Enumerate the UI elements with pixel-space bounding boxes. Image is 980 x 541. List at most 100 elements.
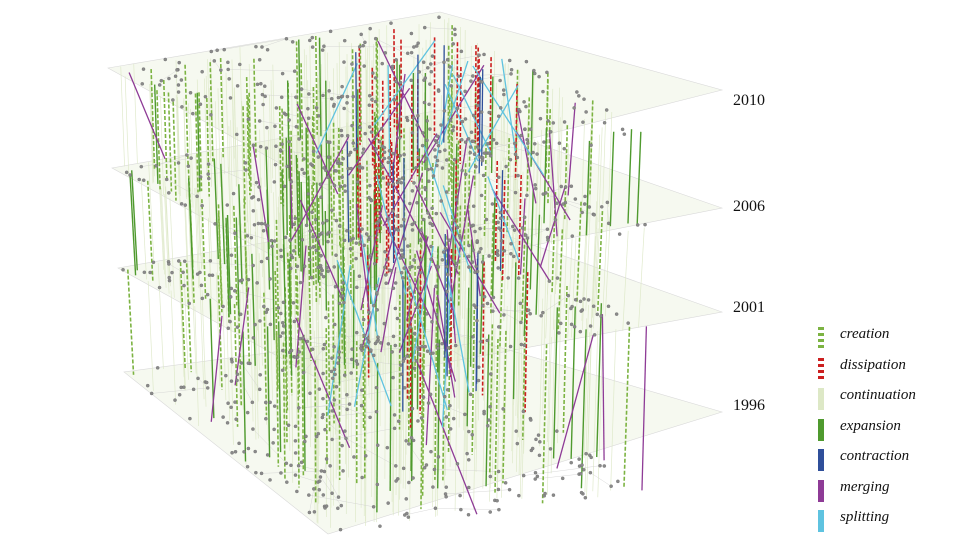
network-node bbox=[203, 94, 208, 99]
network-node bbox=[279, 248, 283, 253]
network-node bbox=[200, 296, 205, 301]
network-node bbox=[530, 446, 535, 451]
network-node bbox=[205, 386, 210, 390]
expansion-link bbox=[278, 321, 282, 453]
creation-link bbox=[488, 324, 494, 475]
continuation-link bbox=[491, 328, 496, 479]
network-node bbox=[559, 321, 563, 326]
network-node bbox=[498, 210, 503, 215]
network-node bbox=[446, 346, 451, 350]
network-node bbox=[297, 406, 301, 410]
network-node bbox=[260, 92, 265, 97]
continuation-link bbox=[249, 199, 253, 300]
continuation-link bbox=[515, 188, 520, 290]
network-node bbox=[463, 172, 468, 177]
network-node bbox=[375, 291, 379, 295]
network-node bbox=[588, 470, 593, 475]
continuation-link bbox=[221, 75, 225, 175]
network-node bbox=[392, 413, 397, 417]
network-node bbox=[317, 114, 321, 118]
creation-link bbox=[248, 92, 252, 192]
network-node bbox=[507, 487, 512, 492]
network-node bbox=[280, 368, 285, 372]
expansion-link bbox=[220, 163, 226, 265]
network-node bbox=[304, 223, 309, 228]
merging-link bbox=[567, 102, 576, 196]
continuation-link bbox=[596, 134, 601, 230]
network-node bbox=[545, 227, 550, 232]
network-node bbox=[434, 140, 439, 145]
continuation-link bbox=[565, 144, 569, 239]
continuation-link bbox=[277, 144, 282, 246]
network-node bbox=[476, 378, 481, 383]
network-edge bbox=[510, 229, 548, 244]
network-node bbox=[471, 223, 476, 228]
network-node bbox=[206, 172, 210, 176]
network-node bbox=[334, 169, 338, 173]
network-node bbox=[423, 344, 427, 349]
network-node bbox=[283, 235, 288, 240]
merging-link bbox=[296, 103, 339, 195]
network-node bbox=[537, 74, 541, 79]
network-node bbox=[250, 400, 255, 405]
network-edge bbox=[298, 403, 350, 409]
network-node bbox=[463, 412, 467, 417]
network-node bbox=[254, 44, 258, 49]
network-node bbox=[330, 356, 334, 360]
network-edge bbox=[324, 471, 339, 498]
expansion-link bbox=[570, 306, 576, 459]
network-node bbox=[386, 342, 391, 346]
network-node bbox=[401, 276, 405, 280]
network-node bbox=[128, 173, 132, 177]
creation-link bbox=[551, 192, 557, 293]
network-node bbox=[345, 101, 349, 105]
network-node bbox=[182, 385, 186, 389]
network-node bbox=[273, 239, 277, 243]
network-node bbox=[390, 64, 395, 69]
network-node bbox=[404, 497, 409, 501]
continuation-link bbox=[310, 135, 313, 233]
merging-link bbox=[367, 138, 431, 252]
continuation-link bbox=[584, 332, 591, 493]
expansion-link bbox=[376, 363, 379, 513]
expansion-link bbox=[485, 334, 490, 487]
legend-label-continuation: continuation bbox=[840, 387, 916, 403]
continuation-link bbox=[382, 257, 384, 382]
network-node bbox=[312, 510, 317, 514]
creation-link bbox=[179, 262, 187, 371]
network-node bbox=[506, 276, 510, 280]
network-node bbox=[374, 385, 379, 390]
network-node bbox=[265, 48, 270, 52]
network-node bbox=[229, 357, 234, 362]
network-edge bbox=[332, 428, 395, 440]
network-node bbox=[399, 180, 404, 185]
network-node bbox=[509, 67, 514, 72]
network-node bbox=[163, 57, 168, 62]
network-node bbox=[167, 191, 171, 195]
network-node bbox=[498, 106, 503, 110]
network-node bbox=[301, 370, 306, 375]
network-node bbox=[324, 457, 329, 461]
network-node bbox=[348, 247, 353, 251]
expansion-link bbox=[535, 214, 541, 315]
network-node bbox=[451, 416, 456, 421]
network-edge bbox=[404, 508, 436, 516]
network-node bbox=[157, 83, 162, 87]
network-node bbox=[341, 157, 345, 161]
continuation-link bbox=[437, 153, 440, 255]
network-node bbox=[592, 333, 597, 337]
network-node bbox=[235, 132, 239, 137]
continuation-link bbox=[220, 152, 226, 253]
network-node bbox=[502, 249, 507, 253]
network-node bbox=[368, 183, 372, 188]
network-node bbox=[229, 253, 234, 257]
continuation-link bbox=[545, 238, 550, 339]
continuation-link bbox=[604, 216, 611, 317]
network-node bbox=[332, 102, 336, 107]
dissipation-link bbox=[524, 272, 529, 413]
creation-link bbox=[337, 127, 342, 230]
network-node bbox=[312, 245, 316, 249]
network-node bbox=[491, 138, 496, 142]
continuation-link bbox=[310, 206, 313, 307]
network-node bbox=[221, 415, 225, 419]
